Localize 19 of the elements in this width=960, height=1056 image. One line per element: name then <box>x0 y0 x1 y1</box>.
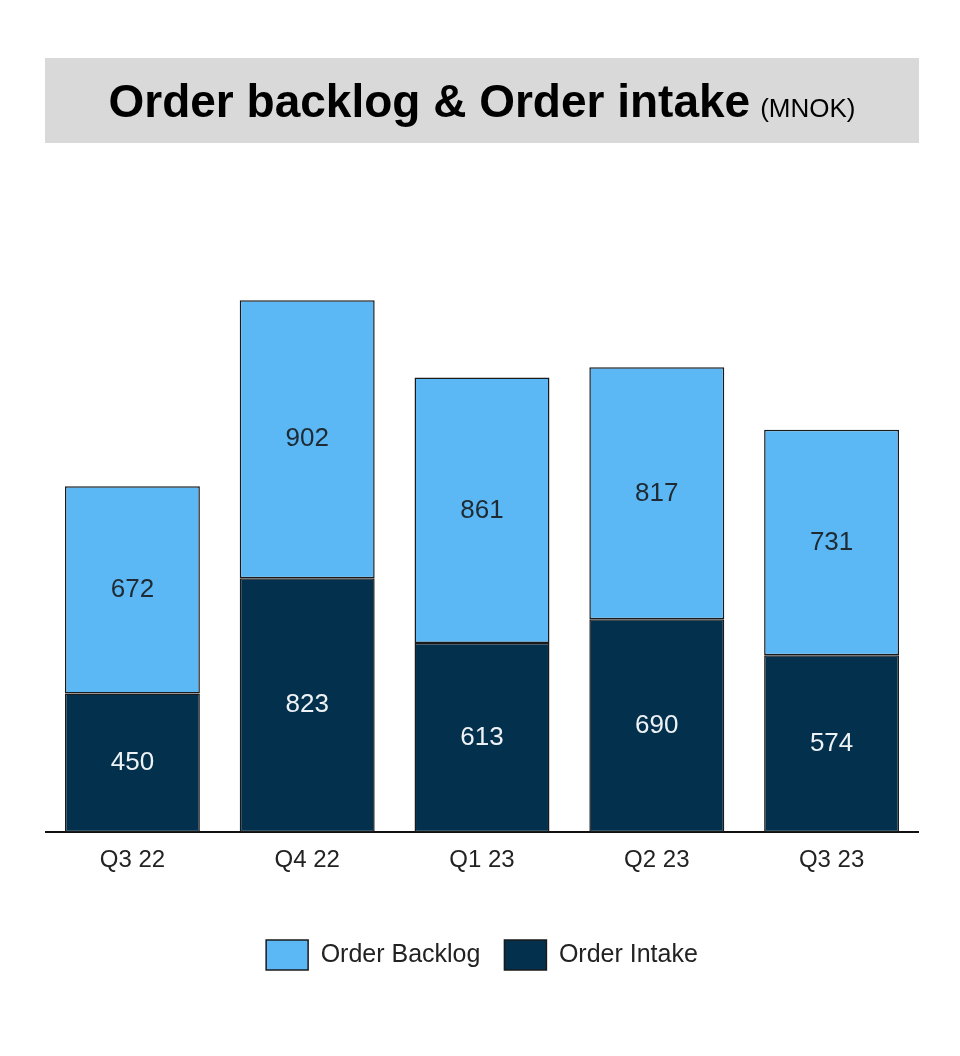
chart-title: Order backlog & Order intake <box>108 74 751 127</box>
data-label: 902 <box>285 422 329 453</box>
data-label: 613 <box>460 720 504 751</box>
chart-subtitle: (MNOK) <box>760 92 856 123</box>
data-label: 823 <box>285 688 329 719</box>
data-label: 690 <box>635 708 679 739</box>
x-tick-label: Q4 22 <box>274 845 340 873</box>
data-label: 731 <box>809 525 854 556</box>
data-label: 450 <box>110 745 155 776</box>
legend-label: Order Backlog <box>320 938 481 967</box>
x-tick-label: Q3 23 <box>798 845 865 873</box>
data-label: 574 <box>809 726 854 757</box>
x-tick-label: Q2 23 <box>624 845 690 873</box>
legend-label: Order Intake <box>558 938 698 967</box>
x-tick-label: Q1 23 <box>449 845 515 873</box>
data-label: 861 <box>460 493 504 524</box>
data-label: 672 <box>110 572 155 603</box>
x-tick-label: Q3 22 <box>99 845 166 873</box>
data-label: 817 <box>635 476 679 507</box>
